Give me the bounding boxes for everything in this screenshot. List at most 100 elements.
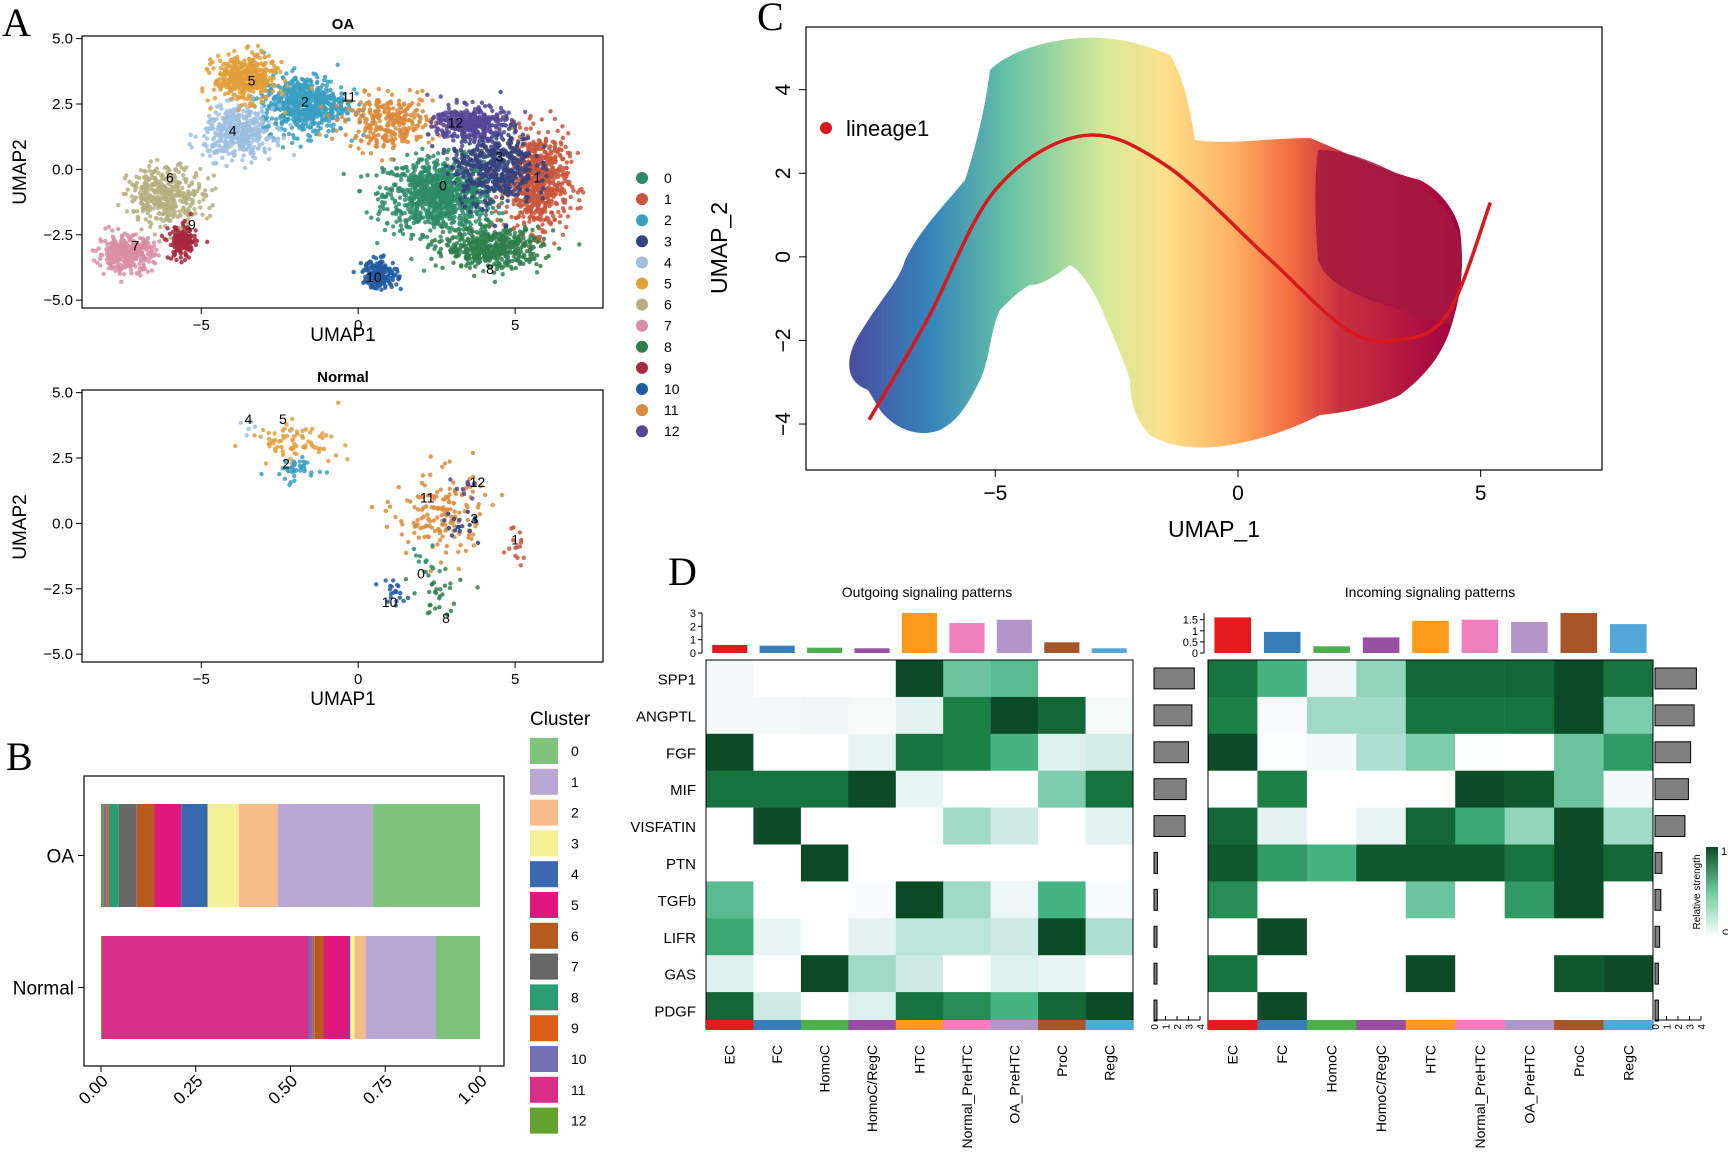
umap-point-cluster-7 <box>105 245 110 251</box>
umap-point-cluster-7 <box>118 267 123 272</box>
umap-point-cluster-3 <box>512 124 518 130</box>
umap-point-cluster-3 <box>484 208 489 213</box>
umap-point-cluster-3 <box>500 149 505 154</box>
umap-point-cluster-2 <box>315 87 321 92</box>
umap-point-cluster-6 <box>156 200 162 206</box>
umap-point-cluster-6 <box>162 185 168 190</box>
umap-point-cluster-2 <box>281 118 286 124</box>
umap-point-cluster-4 <box>225 129 230 134</box>
umap-point-cluster-0 <box>424 234 430 240</box>
umap-point-cluster-6 <box>200 212 205 217</box>
umap-point-cluster-7 <box>131 262 136 267</box>
umap-point-cluster-7 <box>145 235 151 241</box>
umap-point-cluster-4 <box>205 148 211 154</box>
umap-point-cluster-4 <box>223 111 228 116</box>
umap-point-cluster-2 <box>277 85 283 90</box>
umap-point-cluster-0 <box>388 192 394 197</box>
umap-point-cluster-6 <box>183 196 189 202</box>
umap-point-cluster-6 <box>203 193 209 199</box>
umap-point-cluster-6 <box>124 209 130 214</box>
umap-point-cluster-5 <box>218 65 223 71</box>
umap-point-cluster-8 <box>458 264 464 269</box>
umap-point-cluster-6 <box>158 224 163 230</box>
umap-point-cluster-1 <box>512 225 517 230</box>
umap-point-cluster-8 <box>451 250 456 255</box>
umap-point-cluster-8 <box>474 236 480 241</box>
umap-point-cluster-3 <box>505 172 511 178</box>
umap-point-cluster-0 <box>377 185 382 190</box>
umap-point-cluster-3 <box>471 179 476 184</box>
umap-point-cluster-4 <box>220 124 226 129</box>
umap-point-cluster-7 <box>120 248 125 253</box>
umap-point-cluster-0 <box>397 185 402 191</box>
umap-point-cluster-3 <box>501 179 506 184</box>
umap-point-cluster-0 <box>376 211 381 217</box>
umap-point-cluster-4 <box>211 161 216 166</box>
umap-point-cluster-3 <box>509 157 515 162</box>
umap-point-cluster-0 <box>421 178 426 183</box>
umap-point-cluster-0 <box>438 204 443 209</box>
umap-point-cluster-2 <box>320 82 325 88</box>
umap-point-cluster-3 <box>514 161 519 166</box>
umap-point-cluster-4 <box>211 118 216 123</box>
umap-point-cluster-0 <box>375 217 381 222</box>
umap-point-cluster-6 <box>174 184 179 189</box>
umap-point-cluster-0 <box>454 207 459 212</box>
umap-point-cluster-0 <box>365 173 370 178</box>
umap-point-cluster-1 <box>568 205 573 211</box>
umap-point-cluster-4 <box>265 136 270 141</box>
umap-point-cluster-5 <box>239 103 244 108</box>
umap-point-cluster-1 <box>540 222 545 227</box>
umap-point-cluster-5 <box>271 76 276 81</box>
umap-point-cluster-2 <box>352 87 357 92</box>
umap-point-cluster-7 <box>114 251 119 256</box>
umap-point-cluster-2 <box>325 79 330 84</box>
umap-point-cluster-1 <box>560 206 566 211</box>
umap-point-cluster-7 <box>134 255 139 260</box>
umap-point-cluster-5 <box>226 63 232 69</box>
umap-point-cluster-2 <box>320 92 325 97</box>
umap-point-cluster-5 <box>211 66 216 71</box>
umap-point-cluster-0 <box>457 205 462 210</box>
umap-point-cluster-3 <box>445 171 450 177</box>
umap-point-cluster-8 <box>534 262 539 267</box>
umap-point-cluster-6 <box>179 165 184 170</box>
umap-point-cluster-3 <box>478 153 483 158</box>
umap-point-cluster-4 <box>227 119 233 124</box>
umap-point-cluster-3 <box>430 144 435 149</box>
umap-point-cluster-6 <box>190 200 195 205</box>
umap-point-cluster-0 <box>409 205 414 210</box>
umap-point-cluster-4 <box>216 133 222 138</box>
umap-point-cluster-3 <box>519 173 524 178</box>
umap-point-cluster-1 <box>557 220 562 225</box>
umap-point-cluster-0 <box>438 211 443 216</box>
umap-point-cluster-1 <box>555 128 560 134</box>
umap-point-cluster-2 <box>311 104 316 109</box>
umap-point-cluster-4 <box>218 102 223 108</box>
umap-point-cluster-2 <box>292 119 297 125</box>
umap-point-cluster-1 <box>549 198 554 203</box>
umap-point-cluster-1 <box>563 144 568 150</box>
umap-point-cluster-0 <box>475 210 480 215</box>
umap-point-cluster-7 <box>149 245 154 250</box>
umap-point-cluster-1 <box>530 190 536 195</box>
umap-point-cluster-5 <box>269 60 274 65</box>
umap-point-cluster-3 <box>508 137 513 142</box>
umap-point-cluster-5 <box>263 88 268 93</box>
umap-point-cluster-1 <box>536 130 541 135</box>
umap-point-cluster-5 <box>240 86 245 92</box>
umap-point-cluster-1 <box>531 217 537 223</box>
umap-point-cluster-0 <box>473 219 479 224</box>
umap-point-cluster-0 <box>403 173 408 178</box>
umap-point-cluster-5 <box>217 81 222 86</box>
umap-point-cluster-3 <box>540 196 545 201</box>
umap-point-cluster-0 <box>448 214 453 219</box>
umap-point-cluster-0 <box>408 177 413 182</box>
umap-point-cluster-1 <box>549 210 555 215</box>
umap-point-cluster-8 <box>436 250 442 255</box>
umap-point-cluster-4 <box>256 111 261 116</box>
umap-point-cluster-4 <box>210 122 215 127</box>
umap-point-cluster-1 <box>532 179 538 185</box>
umap-point-cluster-0 <box>390 224 396 229</box>
umap-point-cluster-4 <box>222 118 227 123</box>
